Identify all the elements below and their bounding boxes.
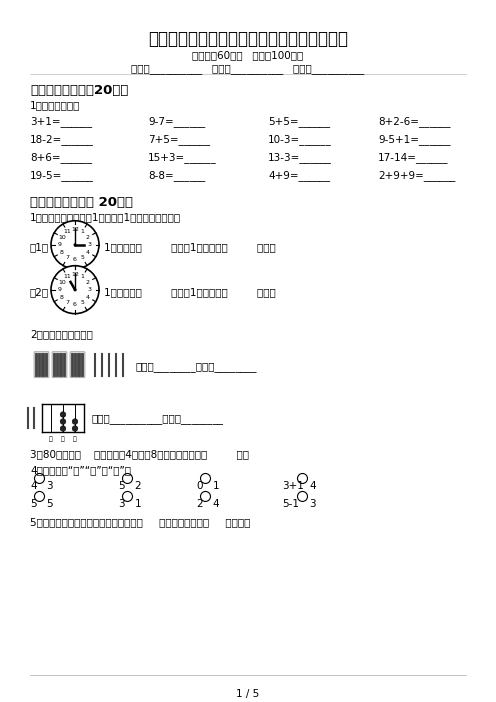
Text: 5: 5 bbox=[118, 482, 124, 491]
Circle shape bbox=[72, 425, 78, 431]
Text: 7+5=______: 7+5=______ bbox=[148, 134, 210, 145]
Text: 4: 4 bbox=[86, 250, 90, 255]
Circle shape bbox=[60, 419, 66, 424]
FancyBboxPatch shape bbox=[52, 352, 67, 378]
Text: 15+3=______: 15+3=______ bbox=[148, 152, 217, 163]
Text: 苏教版一年级数学上册期中考试题及参考答案: 苏教版一年级数学上册期中考试题及参考答案 bbox=[148, 30, 348, 48]
Text: 3: 3 bbox=[118, 499, 124, 510]
Circle shape bbox=[73, 243, 76, 246]
Text: 18-2=______: 18-2=______ bbox=[30, 134, 94, 145]
Text: 4: 4 bbox=[212, 499, 219, 510]
Text: 2: 2 bbox=[196, 499, 203, 510]
Text: 2: 2 bbox=[86, 234, 90, 240]
Circle shape bbox=[73, 289, 76, 291]
Text: 17-14=______: 17-14=______ bbox=[378, 152, 448, 163]
Text: 4+9=______: 4+9=______ bbox=[268, 170, 330, 180]
Text: 1: 1 bbox=[80, 274, 84, 279]
Text: 9: 9 bbox=[58, 242, 62, 247]
Text: 10-3=______: 10-3=______ bbox=[268, 134, 332, 145]
Text: 二、填空题。（共 20分）: 二、填空题。（共 20分） bbox=[30, 196, 133, 208]
Text: 读作：__________写作：________: 读作：__________写作：________ bbox=[92, 413, 224, 423]
Text: 读作：________写作：________: 读作：________写作：________ bbox=[135, 362, 256, 371]
Text: 十: 十 bbox=[61, 437, 65, 442]
Text: 7: 7 bbox=[65, 300, 69, 305]
Circle shape bbox=[51, 266, 99, 314]
Text: 2: 2 bbox=[134, 482, 141, 491]
Circle shape bbox=[60, 412, 66, 418]
Text: 5: 5 bbox=[30, 499, 37, 510]
Text: 1小时前是（         ）时，1小时后是（         ）时。: 1小时前是（ ）时，1小时后是（ ）时。 bbox=[104, 241, 276, 252]
Text: 4: 4 bbox=[86, 295, 90, 300]
Text: 2: 2 bbox=[86, 279, 90, 285]
Circle shape bbox=[72, 419, 78, 424]
Text: 4、在里填上“＞”“＜”或“＝”。: 4、在里填上“＞”“＜”或“＝”。 bbox=[30, 465, 131, 475]
Text: 12: 12 bbox=[71, 227, 79, 232]
Text: 1 / 5: 1 / 5 bbox=[237, 689, 259, 699]
Text: 3+1: 3+1 bbox=[282, 482, 304, 491]
Text: 9: 9 bbox=[58, 287, 62, 292]
Text: 3、80里面有（    ）个十；由4个十和8个一组成的数是（         ）。: 3、80里面有（ ）个十；由4个十和8个一组成的数是（ ）。 bbox=[30, 449, 249, 460]
Text: 5: 5 bbox=[47, 499, 53, 510]
Text: 5、计数器上，从右边数起，第一位是（     ）位，第二位是（     ）位，第: 5、计数器上，从右边数起，第一位是（ ）位，第二位是（ ）位，第 bbox=[30, 517, 250, 527]
Text: 1、直接写得数。: 1、直接写得数。 bbox=[30, 100, 80, 110]
Text: 3+1=______: 3+1=______ bbox=[30, 116, 92, 127]
Text: 4: 4 bbox=[30, 482, 37, 491]
Text: 11: 11 bbox=[63, 230, 71, 234]
Text: （时间：60分钟   分数：100分）: （时间：60分钟 分数：100分） bbox=[192, 50, 304, 60]
Text: 2、我会读，我会写。: 2、我会读，我会写。 bbox=[30, 330, 93, 340]
Text: 5: 5 bbox=[80, 300, 84, 305]
Text: 3: 3 bbox=[88, 242, 92, 247]
Circle shape bbox=[60, 425, 66, 431]
Text: （1）: （1） bbox=[30, 241, 49, 252]
Text: 8: 8 bbox=[60, 295, 64, 300]
Text: 3: 3 bbox=[47, 482, 53, 491]
Text: （2）: （2） bbox=[30, 286, 49, 297]
FancyBboxPatch shape bbox=[34, 352, 49, 378]
Text: 一、计算小能手（20分）: 一、计算小能手（20分） bbox=[30, 84, 128, 97]
Text: 1小时前是（         ）时，1小时后是（         ）时。: 1小时前是（ ）时，1小时后是（ ）时。 bbox=[104, 286, 276, 297]
Text: 5+5=______: 5+5=______ bbox=[268, 116, 330, 127]
Text: 个: 个 bbox=[73, 437, 77, 442]
Text: 12: 12 bbox=[71, 272, 79, 277]
Text: 10: 10 bbox=[58, 234, 66, 240]
FancyBboxPatch shape bbox=[70, 352, 85, 378]
Text: 3: 3 bbox=[310, 499, 316, 510]
Text: 5-1: 5-1 bbox=[282, 499, 299, 510]
Text: 8: 8 bbox=[60, 250, 64, 255]
Text: 2+9+9=______: 2+9+9=______ bbox=[378, 170, 455, 180]
Text: 9-7=______: 9-7=______ bbox=[148, 116, 205, 127]
Text: 10: 10 bbox=[58, 279, 66, 285]
Text: 1、下面钟面上的时间1小时前和1小时后各是几时？: 1、下面钟面上的时间1小时前和1小时后各是几时？ bbox=[30, 212, 181, 222]
Text: 7: 7 bbox=[65, 256, 69, 260]
Text: 1: 1 bbox=[212, 482, 219, 491]
Text: 8+6=______: 8+6=______ bbox=[30, 152, 92, 163]
Text: 3: 3 bbox=[88, 287, 92, 292]
Text: 1: 1 bbox=[80, 230, 84, 234]
Circle shape bbox=[51, 220, 99, 269]
Text: 6: 6 bbox=[73, 302, 77, 307]
Text: 11: 11 bbox=[63, 274, 71, 279]
Text: 1: 1 bbox=[134, 499, 141, 510]
Text: 5: 5 bbox=[80, 256, 84, 260]
Text: 4: 4 bbox=[310, 482, 316, 491]
Text: 9-5+1=______: 9-5+1=______ bbox=[378, 134, 450, 145]
Text: 13-3=______: 13-3=______ bbox=[268, 152, 332, 163]
Text: 6: 6 bbox=[73, 257, 77, 263]
Text: 班级：__________   姓名：__________   分数：__________: 班级：__________ 姓名：__________ 分数：_________… bbox=[131, 64, 365, 74]
Text: 19-5=______: 19-5=______ bbox=[30, 170, 94, 180]
Text: 8-8=______: 8-8=______ bbox=[148, 170, 205, 180]
Text: 8+2-6=______: 8+2-6=______ bbox=[378, 116, 450, 127]
Text: 百: 百 bbox=[49, 437, 53, 442]
Text: 0: 0 bbox=[196, 482, 202, 491]
